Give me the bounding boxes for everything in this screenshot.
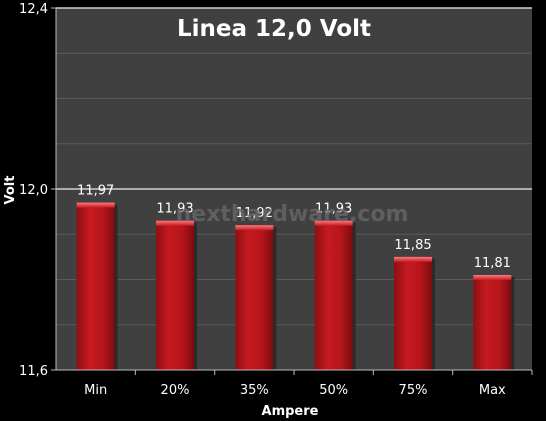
bars <box>76 202 515 370</box>
x-tick-label: 20% <box>161 383 190 398</box>
bar-cap <box>314 220 353 226</box>
data-label: 11,93 <box>315 202 352 217</box>
bar <box>394 256 432 370</box>
data-label: 11,81 <box>474 256 511 271</box>
bar-cap <box>473 274 512 280</box>
data-label: 11,85 <box>394 238 431 253</box>
y-tick-label: 12,0 <box>19 183 48 198</box>
bar <box>235 225 274 370</box>
watermark: nexthardware.com <box>176 202 409 227</box>
x-tick-label: 50% <box>319 383 348 398</box>
bar <box>156 220 194 370</box>
bar-cap <box>156 220 194 226</box>
bar <box>473 274 512 370</box>
grid-lines <box>56 7 532 326</box>
bar-cap <box>394 256 432 262</box>
data-label: 11,97 <box>77 184 114 199</box>
x-tick-label: 75% <box>399 383 428 398</box>
x-axis-title: Ampere <box>262 404 319 419</box>
y-axis-title: Volt <box>3 176 18 205</box>
data-label: 11,93 <box>156 202 193 217</box>
x-tick-label: 35% <box>240 383 269 398</box>
x-tick-label: Min <box>84 383 107 398</box>
y-tick-label: 12,4 <box>19 2 48 17</box>
labels: 11,6 12,0 12,4 11,97 Min 11,93 20% 11,92 35% 11,9… <box>19 2 511 398</box>
bar <box>314 220 353 370</box>
bar <box>76 202 115 370</box>
bar-cap <box>235 225 274 231</box>
x-tick-label: Max <box>479 383 506 398</box>
y-tick-label: 11,6 <box>19 364 48 379</box>
bar-cap <box>76 202 115 208</box>
chart-title: Linea 12,0 Volt <box>177 16 371 42</box>
axes <box>51 7 533 375</box>
data-label: 11,92 <box>236 206 273 221</box>
